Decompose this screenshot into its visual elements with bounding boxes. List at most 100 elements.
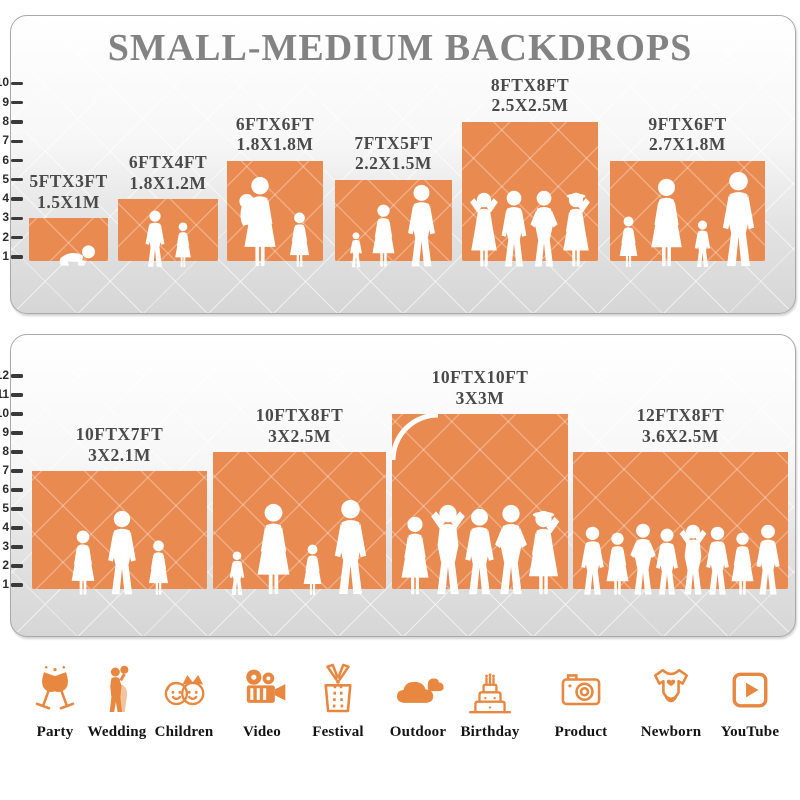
corner-curl-decoration	[392, 414, 439, 461]
ruler-number: 5	[2, 501, 9, 515]
backdrop-size-label: 12FTX8FT 3.6X2.5M	[637, 405, 725, 446]
ruler-tick	[11, 526, 23, 530]
category-label: Product	[554, 724, 608, 740]
backdrop-size-m: 1.8X1.8M	[236, 134, 314, 154]
ruler-tick	[11, 431, 23, 435]
video-camera-icon	[214, 662, 310, 720]
ruler-tick	[11, 178, 23, 182]
youtube-play-icon	[702, 662, 798, 720]
category-label: Children	[154, 724, 214, 740]
ruler-tick	[11, 545, 23, 549]
category-label: Video	[243, 724, 281, 740]
ruler-number: 2	[2, 558, 9, 572]
ruler-number: 4	[2, 520, 9, 534]
people-silhouette	[145, 540, 172, 596]
ruler-number: 1	[2, 577, 9, 591]
people-silhouette	[558, 192, 594, 268]
category-outdoor: Outdoor	[370, 662, 466, 741]
people-silhouette	[645, 178, 688, 268]
ruler-tick	[11, 120, 23, 124]
ruler-number: 10	[0, 406, 9, 420]
backdrop-size-label: 6FTX6FT 1.8X1.8M	[236, 114, 314, 155]
ruler-number: 2	[2, 229, 9, 244]
people-silhouette	[523, 510, 564, 596]
backdrop-size-m: 2.2X1.5M	[355, 153, 432, 174]
backdrop-size-ft: 6FTX6FT	[235, 113, 315, 134]
people-silhouette	[727, 532, 758, 596]
category-party: Party	[7, 662, 103, 741]
ruler-number: 8	[2, 113, 9, 128]
backdrop-size-label: 5FTX3FT 1.5X1M	[29, 171, 107, 212]
people-silhouette	[491, 504, 531, 596]
ruler-number: 12	[0, 368, 9, 382]
ruler-tick	[11, 450, 23, 454]
backdrop-size-label: 10FTX7FT 3X2.1M	[76, 424, 164, 465]
ruler-number: 7	[2, 463, 9, 477]
people-silhouette	[286, 212, 313, 268]
category-label: Festival	[312, 724, 364, 740]
backdrop-size-label: 6FTX4FT 1.8X1.2M	[129, 152, 207, 193]
category-newborn: Newborn	[623, 662, 719, 741]
ruler-tick	[11, 255, 23, 259]
backdrop-swatch	[29, 218, 108, 261]
people-silhouette	[602, 532, 633, 596]
ruler-tick	[11, 100, 23, 105]
backdrop-size-label: 10FTX10FT 3X3M	[432, 367, 529, 408]
people-silhouette	[692, 220, 713, 268]
newborn-onesie-icon	[623, 662, 719, 720]
category-video: Video	[214, 662, 310, 741]
people-silhouette	[677, 524, 709, 596]
ruler-number: 6	[2, 482, 9, 496]
category-label: YouTube	[720, 724, 780, 740]
people-silhouette	[56, 241, 97, 268]
people-silhouette	[251, 503, 296, 596]
backdrop-swatch	[462, 121, 598, 261]
people-silhouette	[627, 523, 659, 596]
people-silhouette	[466, 192, 502, 268]
people-silhouette	[460, 508, 499, 596]
product-camera-icon	[533, 662, 629, 720]
people-silhouette	[172, 222, 194, 268]
ruler-number: 5	[2, 171, 9, 186]
people-silhouette	[717, 171, 760, 268]
children-faces-icon	[136, 662, 232, 720]
category-youtube: YouTube	[702, 662, 798, 741]
category-birthday: Birthday	[442, 662, 538, 741]
people-silhouette	[527, 190, 561, 268]
ruler-number: 8	[2, 444, 9, 458]
ruler-tick	[11, 158, 23, 163]
backdrop-size-ft: 10FTX7FT	[75, 424, 164, 444]
backdrop-size-m: 3X3M	[455, 387, 505, 408]
people-silhouette	[396, 516, 434, 596]
ruler-number: 10	[0, 75, 9, 90]
backdrop-size-ft: 6FTX4FT	[128, 152, 208, 173]
ruler-tick	[11, 469, 23, 473]
backdrop-size-ft: 5FTX3FT	[29, 171, 108, 192]
people-silhouette	[348, 232, 364, 268]
people-silhouette	[428, 504, 468, 596]
ruler-number: 6	[2, 152, 9, 167]
people-silhouette	[616, 216, 641, 268]
ruler-number: 3	[2, 210, 9, 225]
ruler-tick	[11, 412, 23, 416]
ruler-number: 7	[2, 133, 9, 148]
backdrop-size-m: 3.6X2.5M	[642, 425, 719, 446]
backdrop-size-label: 7FTX5FT 2.2X1.5M	[354, 133, 432, 174]
ruler-number: 9	[2, 425, 9, 439]
people-silhouette	[300, 544, 325, 596]
backdrop-size-label: 9FTX6FT 2.7X1.8M	[648, 114, 726, 155]
backdrop-size-ft: 9FTX6FT	[648, 113, 727, 134]
festival-gift-icon	[290, 662, 386, 720]
people-silhouette	[368, 204, 399, 268]
category-label: Newborn	[640, 724, 702, 740]
party-glasses-icon	[7, 662, 103, 720]
ruler-tick	[11, 374, 23, 378]
outdoor-clouds-icon	[370, 662, 466, 720]
ruler-tick	[11, 488, 23, 492]
ruler-tick	[11, 197, 23, 201]
ruler-tick	[11, 81, 23, 85]
ruler-tick	[11, 564, 23, 568]
birthday-cake-icon	[442, 662, 538, 720]
category-label: Wedding	[87, 724, 147, 740]
